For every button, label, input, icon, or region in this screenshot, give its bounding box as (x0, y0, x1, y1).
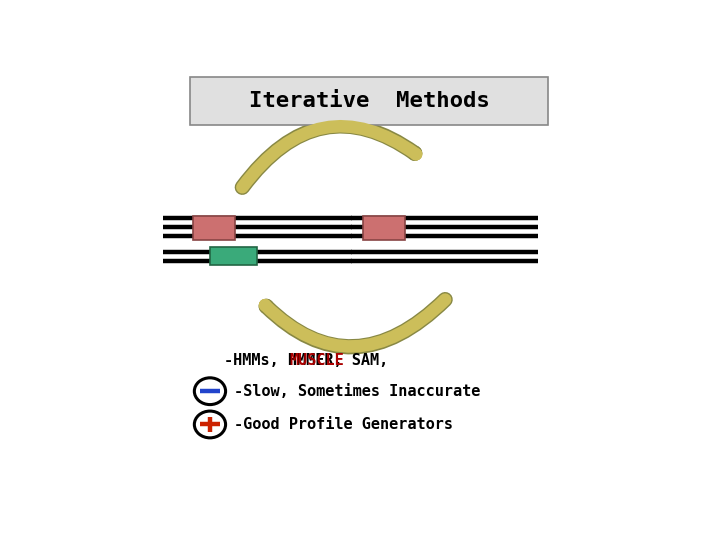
FancyBboxPatch shape (193, 216, 235, 240)
FancyArrowPatch shape (243, 126, 416, 187)
FancyArrowPatch shape (243, 126, 415, 187)
FancyBboxPatch shape (190, 77, 548, 125)
Text: Iterative  Methods: Iterative Methods (248, 91, 490, 111)
Text: MUSCLE: MUSCLE (289, 353, 344, 368)
FancyBboxPatch shape (364, 216, 405, 240)
Text: -HMMs, HMMER, SAM,: -HMMs, HMMER, SAM, (224, 353, 397, 368)
Ellipse shape (194, 411, 225, 438)
Text: -Slow, Sometimes Inaccurate: -Slow, Sometimes Inaccurate (234, 384, 480, 399)
FancyArrowPatch shape (266, 300, 445, 347)
Ellipse shape (194, 378, 225, 404)
FancyArrowPatch shape (265, 300, 445, 347)
Text: -Good Profile Generators: -Good Profile Generators (234, 417, 453, 432)
FancyBboxPatch shape (210, 247, 258, 265)
